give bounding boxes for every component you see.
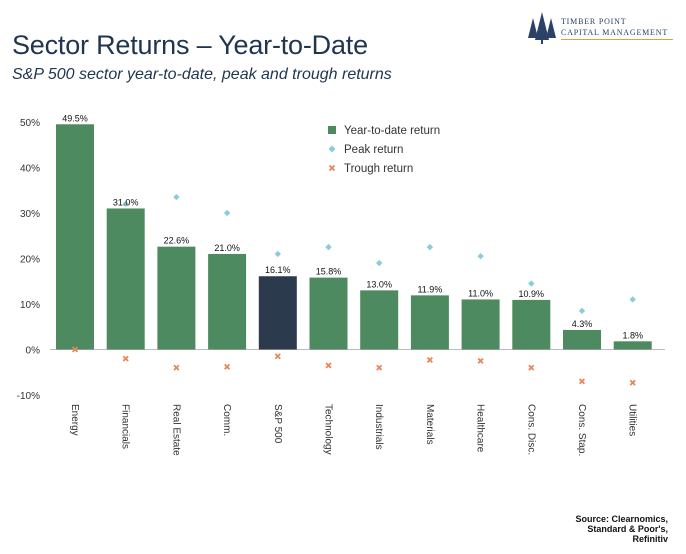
- chart-legend: Year-to-date return Peak return Trough ret…: [328, 125, 440, 175]
- bar-data-label: 10.9%: [519, 289, 545, 299]
- bar-data-label: 11.9%: [417, 284, 442, 294]
- bar-technology: [309, 277, 348, 350]
- y-tick-label: 40%: [20, 164, 40, 175]
- trough-marker: [376, 364, 383, 371]
- bar-data-label: 4.3%: [572, 319, 593, 329]
- peak-marker: [629, 296, 636, 303]
- chart-axes: 50% 40% 30% 20% 10% 0% -10% Energy Financials Rea…: [17, 118, 665, 456]
- company-logo: TIMBER POINT CAPITAL MANAGEMENT: [527, 12, 677, 46]
- chart-title: Sector Returns – Year-to-Date: [12, 30, 368, 60]
- peak-marker: [122, 200, 129, 208]
- x-tick-label: Industrials: [373, 404, 384, 450]
- logo-text: TIMBER POINT CAPITAL MANAGEMENT: [561, 16, 668, 38]
- peak-marker: [173, 193, 180, 201]
- y-tick-label: 20%: [20, 255, 40, 266]
- bar-data-label: 31.0%: [113, 197, 139, 207]
- x-tick-label: Technology: [323, 404, 334, 455]
- source-line-1: Source: Clearnomics,: [575, 514, 668, 524]
- pine-trees-icon: [528, 12, 556, 44]
- trough-marker: [274, 353, 281, 360]
- legend-swatch-peak: [328, 145, 336, 153]
- trough-marker: [224, 363, 231, 370]
- trough-marker: [629, 379, 636, 386]
- x-tick-label: Comm.: [221, 404, 232, 436]
- trough-marker: [71, 346, 79, 353]
- bar-industrials: [360, 290, 399, 350]
- bar-materials: [410, 295, 449, 350]
- bar-data-label: 22.6%: [164, 236, 190, 246]
- trough-marker: [426, 356, 433, 364]
- source-line-3: Refinitiv: [632, 534, 668, 544]
- peak-marker: [528, 280, 535, 287]
- bar-data-label: 49.5%: [62, 113, 88, 123]
- bar-comm-: [208, 253, 247, 350]
- x-tick-label: Cons. Stap.: [576, 404, 587, 456]
- data-labels: 49.5% 31.0% 22.6% 21.0% 16.1% 15.8% 13.0% 11.9%…: [62, 113, 643, 340]
- y-tick-label: 0%: [26, 346, 41, 357]
- legend-label: Peak return: [344, 144, 403, 156]
- bar-data-label: 11.0%: [468, 288, 493, 298]
- trough-marker: [173, 364, 180, 371]
- bar-data-label: 16.1%: [265, 265, 291, 275]
- peak-marker: [223, 209, 231, 217]
- trough-marker: [528, 364, 535, 371]
- y-tick-label: 10%: [20, 300, 40, 311]
- bar-cons-disc-: [512, 299, 551, 350]
- y-tick-label: 50%: [20, 118, 40, 129]
- trough-marker: [325, 362, 332, 369]
- x-tick-label: Healthcare: [475, 404, 486, 453]
- logo-line-1: TIMBER POINT: [561, 17, 627, 26]
- peak-marker: [376, 259, 383, 267]
- x-tick-label: Materials: [424, 404, 435, 445]
- peak-marker: [274, 250, 281, 258]
- x-tick-label: Real Estate: [170, 404, 181, 456]
- y-tick-label: -10%: [17, 391, 40, 402]
- legend-swatch-trough: [328, 164, 336, 172]
- legend-swatch-ytd: [328, 126, 336, 134]
- legend-label: Trough return: [344, 163, 413, 175]
- source-note: Source: Clearnomics, Standard & Poor's, …: [575, 514, 668, 544]
- bar-cons-stap-: [563, 329, 601, 350]
- y-tick-label: 30%: [20, 209, 40, 220]
- bar-data-label: 1.8%: [622, 330, 643, 340]
- bar-healthcare: [461, 299, 500, 350]
- bar-utilities: [613, 341, 652, 350]
- peak-marker: [477, 253, 484, 260]
- trough-marker: [578, 378, 586, 385]
- source-line-2: Standard & Poor's,: [587, 524, 668, 534]
- legend-label: Year-to-date return: [344, 125, 440, 137]
- x-tick-label: Cons. Disc.: [525, 404, 536, 455]
- trough-marker: [122, 355, 129, 362]
- peak-marker: [578, 307, 586, 315]
- peak-marker: [325, 243, 332, 251]
- chart-subtitle: S&P 500 sector year-to-date, peak and tr…: [12, 66, 392, 83]
- bar-data-label: 21.0%: [214, 243, 240, 253]
- trough-marker: [477, 357, 484, 364]
- marker-series: [71, 193, 636, 386]
- x-tick-label: S&P 500: [272, 404, 283, 444]
- logo-divider: [561, 39, 673, 40]
- x-tick-label: Energy: [69, 404, 80, 436]
- bar-series: [56, 124, 652, 350]
- peak-marker: [426, 243, 434, 251]
- bar-s-p-500: [258, 276, 297, 350]
- x-tick-label: Financials: [120, 404, 131, 449]
- x-tick-label: Utilities: [627, 404, 638, 436]
- bar-energy: [56, 124, 94, 350]
- bar-data-label: 15.8%: [316, 267, 342, 277]
- bar-financials: [106, 208, 145, 350]
- bar-data-label: 13.0%: [366, 279, 392, 289]
- logo-line-2: CAPITAL MANAGEMENT: [561, 28, 669, 37]
- bar-real-estate: [157, 246, 196, 350]
